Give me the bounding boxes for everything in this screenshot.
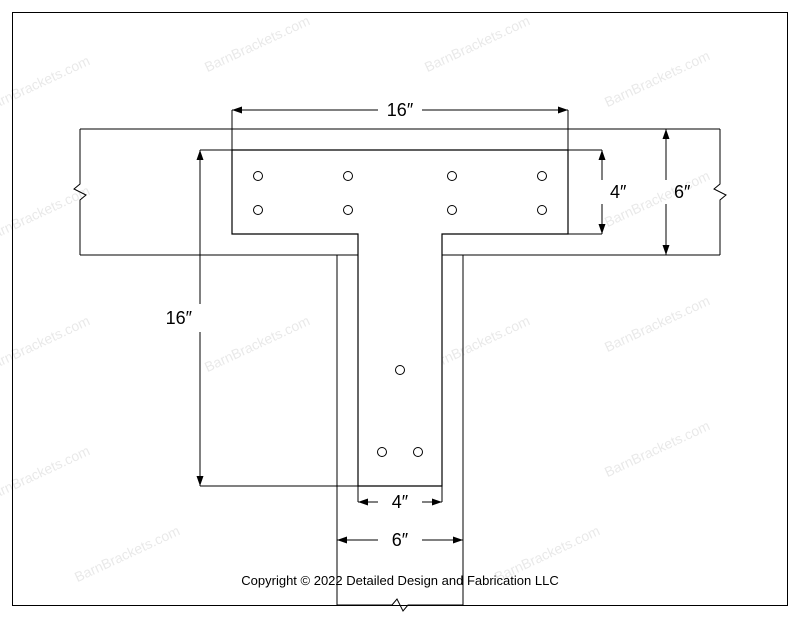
page-root: BarnBrackets.comBarnBrackets.comBarnBrac… (0, 0, 800, 618)
bolt-hole (448, 172, 457, 181)
dimension-label: 16″ (166, 308, 193, 328)
bolt-hole (396, 366, 405, 375)
bracket-outline (232, 150, 568, 486)
bolt-hole (448, 206, 457, 215)
bolt-hole (344, 172, 353, 181)
bolt-hole (254, 206, 263, 215)
dimension-label: 6″ (674, 182, 691, 202)
bolt-hole (538, 172, 547, 181)
bolt-hole (254, 172, 263, 181)
dimension-label: 16″ (387, 100, 414, 120)
drawing-svg: 16″ 16″ 4″ 6″ 4″ 6″ (0, 0, 800, 618)
bolt-hole (378, 448, 387, 457)
dimension-label: 4″ (610, 182, 627, 202)
copyright-text: Copyright © 2022 Detailed Design and Fab… (0, 573, 800, 588)
dimension-label: 6″ (392, 530, 409, 550)
bolt-hole (538, 206, 547, 215)
bolt-hole (414, 448, 423, 457)
bolt-hole (344, 206, 353, 215)
dimension-label: 4″ (392, 492, 409, 512)
